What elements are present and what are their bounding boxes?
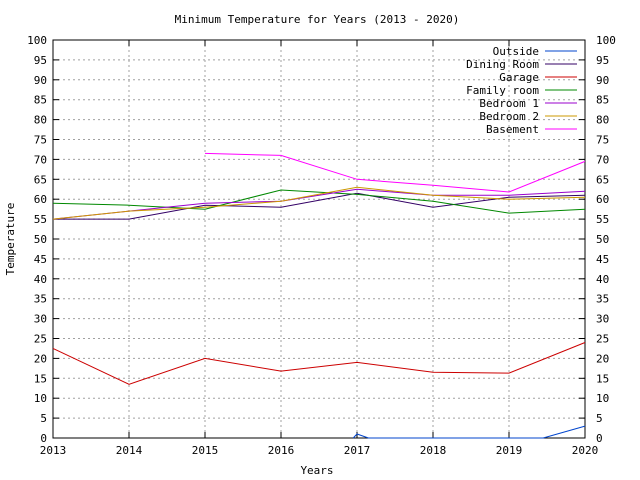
series-line-basement: [204, 152, 586, 193]
y-tick-label-left: 50: [34, 233, 47, 246]
y-tick-label-right: 35: [596, 293, 609, 306]
y-tick-label-left: 45: [34, 253, 47, 266]
y-tick-label-left: 20: [34, 352, 47, 365]
y-tick-label-right: 90: [596, 74, 609, 87]
y-tick-label-left: 80: [34, 114, 47, 127]
legend-label-dining-room: Dining Room: [466, 58, 539, 71]
y-tick-label-left: 70: [34, 153, 47, 166]
y-tick-label-right: 10: [596, 392, 609, 405]
y-tick-label-left: 15: [34, 372, 47, 385]
y-tick-label-left: 90: [34, 74, 47, 87]
series-line-outside: [352, 425, 586, 439]
y-tick-label-left: 60: [34, 193, 47, 206]
y-tick-label-left: 25: [34, 333, 47, 346]
y-tick-label-left: 55: [34, 213, 47, 226]
x-tick-label: 2013: [40, 444, 67, 457]
y-axis-label: Temperature: [4, 203, 17, 276]
y-tick-label-right: 50: [596, 233, 609, 246]
series-line-bedroom-1: [52, 188, 586, 220]
y-tick-label-left: 35: [34, 293, 47, 306]
legend-label-bedroom-2: Bedroom 2: [479, 110, 539, 123]
y-tick-label-right: 65: [596, 173, 609, 186]
y-tick-label-right: 100: [596, 34, 616, 47]
legend-label-bedroom-1: Bedroom 1: [479, 97, 539, 110]
x-tick-label: 2020: [572, 444, 599, 457]
x-tick-label: 2016: [268, 444, 295, 457]
y-tick-label-right: 95: [596, 54, 609, 67]
y-tick-label-right: 55: [596, 213, 609, 226]
y-tick-label-right: 20: [596, 352, 609, 365]
plot-frame: [52, 39, 586, 439]
y-tick-label-right: 80: [596, 114, 609, 127]
y-tick-label-left: 5: [40, 412, 47, 425]
legend-label-basement: Basement: [486, 123, 539, 136]
y-tick-label-right: 5: [596, 412, 603, 425]
y-tick-label-left: 85: [34, 94, 47, 107]
grid-layer: [53, 40, 585, 438]
series-line-dining-room: [53, 192, 586, 220]
y-tick-label-right: 25: [596, 333, 609, 346]
x-tick-label: 2014: [116, 444, 143, 457]
x-tick-label: 2017: [344, 444, 371, 457]
series-line-family-room: [52, 189, 586, 214]
series-line-garage: [52, 342, 586, 385]
x-axis-label: Years: [300, 464, 333, 477]
y-tick-label-right: 70: [596, 153, 609, 166]
y-tick-label-right: 75: [596, 134, 609, 147]
x-tick-label: 2019: [496, 444, 523, 457]
series-line-bedroom-2: [52, 186, 586, 220]
y-tick-label-left: 95: [34, 54, 47, 67]
y-tick-label-left: 75: [34, 134, 47, 147]
y-tick-label-left: 30: [34, 313, 47, 326]
y-tick-label-left: 0: [40, 432, 47, 445]
y-tick-label-right: 0: [596, 432, 603, 445]
y-tick-label-right: 45: [596, 253, 609, 266]
y-tick-label-left: 65: [34, 173, 47, 186]
x-tick-label: 2015: [192, 444, 219, 457]
y-tick-label-right: 30: [596, 313, 609, 326]
y-tick-label-left: 100: [27, 34, 47, 47]
series-layer: [52, 152, 586, 439]
legend-label-garage: Garage: [499, 71, 539, 84]
y-tick-label-right: 40: [596, 273, 609, 286]
y-tick-label-left: 10: [34, 392, 47, 405]
y-tick-label-right: 15: [596, 372, 609, 385]
legend-label-outside: Outside: [493, 45, 539, 58]
y-tick-label-left: 40: [34, 273, 47, 286]
legend-label-family-room: Family room: [466, 84, 539, 97]
x-tick-label: 2018: [420, 444, 447, 457]
y-tick-label-right: 60: [596, 193, 609, 206]
y-tick-label-right: 85: [596, 94, 609, 107]
chart-title: Minimum Temperature for Years (2013 - 20…: [175, 13, 460, 26]
